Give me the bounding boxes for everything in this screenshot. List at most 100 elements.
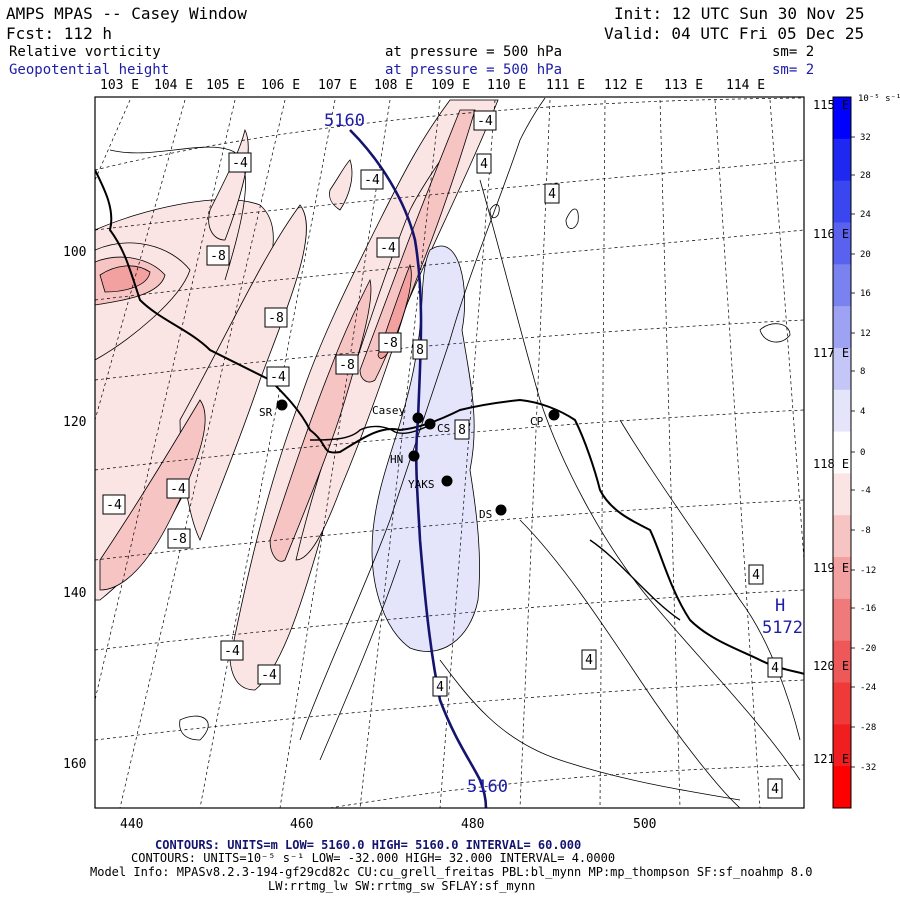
colorbar-level-label: -20 (860, 644, 876, 654)
vorticity-contour-label: -8 (335, 354, 359, 375)
field1-level: at pressure = 500 hPa (385, 44, 563, 60)
positive-vorticity-shading (371, 245, 480, 652)
colorbar-swatch (833, 222, 851, 265)
x-tick-label: 480 (461, 817, 485, 832)
station-marker (548, 409, 560, 421)
lon-label-right: 121 E (813, 752, 850, 766)
y-tick-label: 140 (63, 586, 87, 601)
vorticity-contour-label: -4 (102, 494, 126, 515)
valid-time: Valid: 04 UTC Fri 05 Dec 25 (604, 24, 865, 43)
field1-smoothing: sm= 2 (772, 44, 815, 60)
station-label: Casey (372, 404, 405, 417)
station-marker (424, 418, 436, 430)
x-tick-label: 440 (120, 817, 144, 832)
colorbar-group: 32 28 24 20 16 12 8 4 0 -4 -8 -12 -16 -20 -24 -28 -32 (832, 96, 876, 809)
colorbar-level-label: 4 (860, 407, 865, 417)
colorbar-swatch (833, 431, 851, 474)
lon-label-top: 107 E (318, 78, 358, 93)
station-casey: Casey (372, 404, 424, 424)
height-label-bottom: 5160 (467, 777, 508, 797)
vorticity-contour-label: -8 (264, 307, 288, 328)
lon-label-right: 118 E (813, 457, 850, 471)
lon-label-top: 110 E (487, 78, 527, 93)
svg-text:4: 4 (771, 661, 779, 676)
station-group: SR Casey CS HN YAKS DS CP (259, 399, 560, 521)
vorticity-contour-label: 4 (767, 657, 783, 678)
init-time: Init: 12 UTC Sun 30 Nov 25 (614, 4, 865, 23)
colorbar-level-label: 32 (860, 133, 871, 143)
svg-text:-8: -8 (339, 358, 355, 373)
station-sr: SR (259, 399, 288, 419)
station-hn: HN (390, 450, 420, 466)
lon-label-right: 119 E (813, 561, 850, 575)
colorbar-swatch (833, 264, 851, 307)
lon-label-top: 105 E (206, 78, 246, 93)
station-ds: DS (479, 504, 507, 521)
station-marker (276, 399, 288, 411)
vorticity-contour-label: -4 (257, 664, 281, 685)
colorbar-level-label: 16 (860, 289, 871, 299)
y-tick-label: 120 (63, 415, 87, 430)
vorticity-contour-label: 4 (544, 183, 560, 204)
svg-text:-8: -8 (171, 532, 187, 547)
field2-level: at pressure = 500 hPa (385, 62, 563, 78)
vorticity-contour-label: 8 (412, 339, 428, 360)
plot-frame (94, 96, 805, 809)
svg-text:4: 4 (771, 782, 779, 797)
colorbar-level-label: -32 (860, 763, 876, 773)
colorbar-swatch (833, 473, 851, 516)
vorticity-contour-label: 4 (432, 676, 448, 697)
vorticity-contour-label: -4 (220, 640, 244, 661)
svg-text:-4: -4 (261, 668, 277, 683)
vorticity-contour-label: 4 (476, 153, 492, 174)
colorbar-swatch (833, 347, 851, 391)
lon-label-top: 104 E (154, 78, 194, 93)
svg-text:-4: -4 (477, 114, 493, 129)
coastline-inner (309, 424, 431, 441)
station-marker (408, 450, 420, 462)
vorticity-contour-label: -4 (376, 237, 400, 258)
station-cp: CP (530, 409, 560, 428)
vorticity-contour-label: -4 (360, 169, 384, 190)
svg-text:4: 4 (752, 568, 760, 583)
height-label-top: 5160 (324, 111, 365, 131)
svg-text:8: 8 (416, 343, 424, 358)
lon-label-top: 106 E (261, 78, 301, 93)
colorbar-level-label: -28 (860, 723, 876, 733)
height-contour-5160 (349, 129, 488, 808)
colorbar-level-label: 0 (860, 448, 865, 458)
colorbar-swatch (833, 97, 851, 140)
colorbar-level-label: -24 (860, 683, 876, 693)
colorbar-level-label: 20 (860, 250, 871, 260)
vorticity-contour-label: 8 (454, 419, 470, 440)
plot-title: AMPS MPAS -- Casey Window (6, 4, 247, 23)
lon-label-right: 115 E (813, 98, 850, 112)
colorbar-swatch (833, 389, 851, 433)
colorbar-swatch (833, 180, 851, 223)
footer-height-contours: CONTOURS: UNITS=m LOW= 5160.0 HIGH= 5160… (155, 838, 582, 852)
colorbar-swatch (833, 557, 851, 600)
colorbar-swatch (833, 682, 851, 725)
station-marker (441, 475, 453, 487)
colorbar-units: 10⁻⁵ s⁻¹ (858, 94, 900, 104)
footer-model-info: Model Info: MPASv8.2.3-194-gf29cd82c CU:… (90, 865, 813, 879)
lon-label-right: 120 E (813, 659, 850, 673)
vorticity-contour-label: -4 (266, 366, 290, 387)
station-marker (412, 412, 424, 424)
lon-label-top: 109 E (431, 78, 471, 93)
lon-label-top: 112 E (604, 78, 644, 93)
colorbar-swatch (833, 766, 851, 809)
station-label: DS (479, 508, 492, 521)
svg-text:4: 4 (585, 653, 593, 668)
colorbar-swatch (833, 138, 851, 182)
vorticity-contour-label: -8 (206, 245, 230, 266)
colorbar-swatch (833, 515, 851, 558)
svg-text:-4: -4 (170, 482, 186, 497)
colorbar-level-label: -16 (860, 604, 876, 614)
lon-label-top: 111 E (546, 78, 586, 93)
station-label: SR (259, 406, 273, 419)
field1-name: Relative vorticity (9, 44, 161, 60)
vorticity-contour-label: -4 (166, 478, 190, 499)
vorticity-contour-label: 4 (581, 649, 597, 670)
